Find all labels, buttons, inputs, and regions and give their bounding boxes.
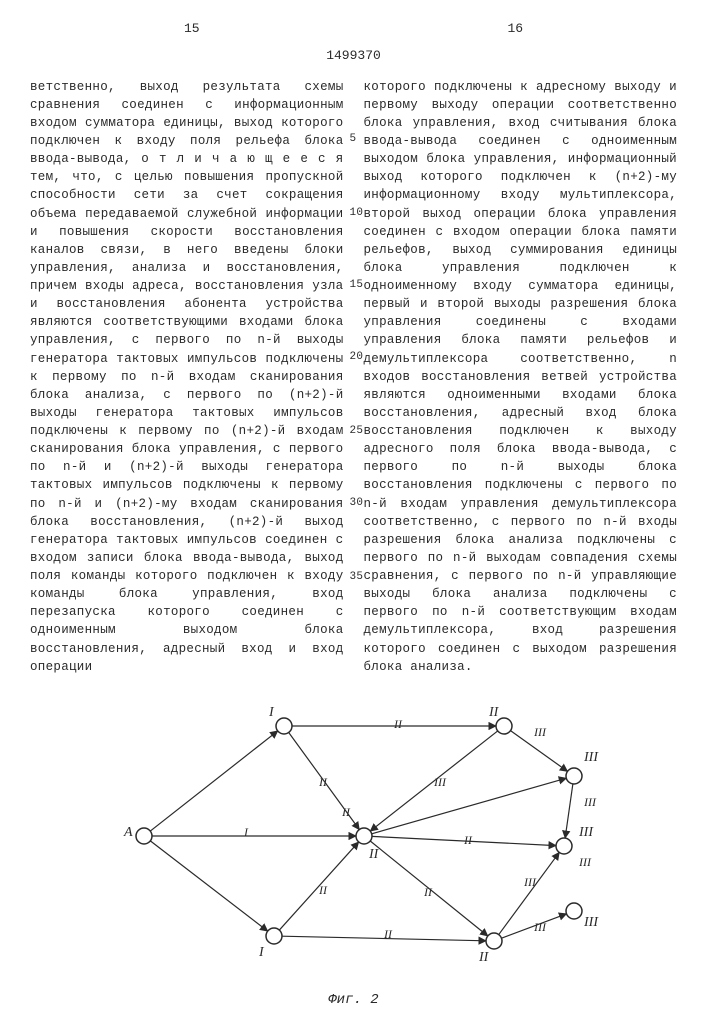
line-marker: 35 — [350, 570, 364, 586]
graph-node — [496, 718, 512, 734]
line-marker: 30 — [350, 496, 364, 512]
graph-edge — [565, 784, 573, 838]
column-right: 5101520253035 которого подключены к адре… — [364, 78, 678, 676]
graph-node-label: II — [368, 847, 380, 862]
graph-node — [486, 933, 502, 949]
graph-edge-label: III — [523, 875, 537, 889]
line-marker: 15 — [350, 278, 364, 294]
graph-node — [566, 768, 582, 784]
line-marker: 20 — [350, 350, 364, 366]
graph-edge — [150, 731, 277, 831]
graph-node — [356, 828, 372, 844]
graph-edge-label: II — [383, 927, 393, 941]
graph-edge-label: III — [583, 795, 597, 809]
graph-node-label: A — [123, 825, 133, 840]
graph-node-label: II — [478, 950, 490, 965]
page-number-left: 15 — [184, 20, 200, 39]
graph-node-label: III — [583, 750, 599, 765]
page-number-row: 15 16 — [30, 20, 677, 39]
graph-node-label: I — [268, 705, 275, 720]
graph-edge-label: III — [533, 725, 547, 739]
column-left-text: ветственно, выход результата схемы сравн… — [30, 80, 344, 674]
graph-edge-label: II — [463, 833, 473, 847]
graph-edge-label: I — [243, 825, 249, 839]
patent-number: 1499370 — [30, 47, 677, 66]
line-marker: 5 — [350, 132, 357, 148]
graph-node-label: III — [578, 825, 594, 840]
graph-edge — [498, 852, 559, 934]
column-right-text: которого подключены к адресному выходу и… — [364, 80, 678, 674]
line-marker: 25 — [350, 424, 364, 440]
graph-node — [136, 828, 152, 844]
graph-node-label: III — [583, 915, 599, 930]
line-marker: 10 — [350, 206, 364, 222]
graph-edge-label: II — [393, 717, 403, 731]
graph-edge-label: III — [433, 775, 447, 789]
graph-node-label: I — [258, 945, 265, 960]
graph-edge-label: II — [318, 775, 328, 789]
graph-edge-label: II — [423, 885, 433, 899]
graph-node — [566, 903, 582, 919]
page-number-right: 16 — [507, 20, 523, 39]
graph-edge-label: III — [533, 920, 547, 934]
graph-edge-label: III — [578, 855, 592, 869]
graph-node-label: II — [488, 705, 500, 720]
graph-node — [276, 718, 292, 734]
graph-edge-label: II — [318, 883, 328, 897]
graph-node — [266, 928, 282, 944]
graph-edge — [150, 841, 267, 931]
graph-edge — [371, 778, 566, 834]
graph-node — [556, 838, 572, 854]
graph-edge-label: II — [341, 805, 351, 819]
column-left: ветственно, выход результата схемы сравн… — [30, 78, 344, 676]
text-columns: ветственно, выход результата схемы сравн… — [30, 78, 677, 676]
figure-diagram: AIIIIIIIIIIIIIIIIIIIIIIIIIIIIIIIIIIIIIII… — [94, 686, 614, 986]
